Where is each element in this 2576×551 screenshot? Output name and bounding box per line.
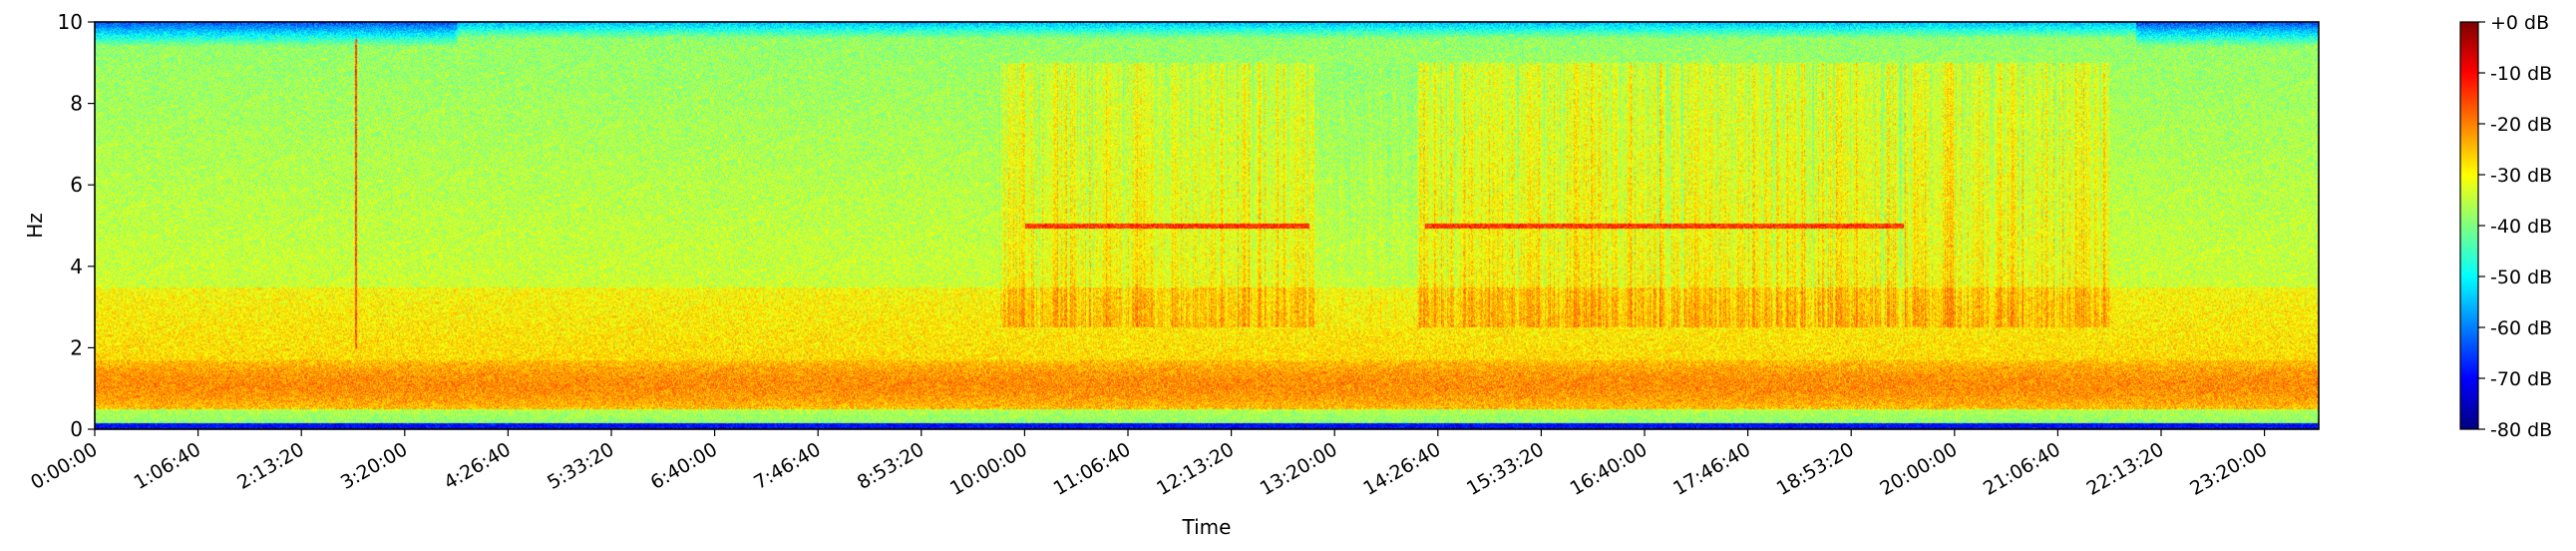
x-tick-label: 5:33:20 [544, 438, 617, 494]
colorbar-ticks: +0 dB -10 dB -20 dB -30 dB -40 dB -50 dB -60 d… [2478, 12, 2552, 441]
x-tick-label: 15:33:20 [1463, 438, 1548, 500]
y-tick-label: 10 [58, 10, 83, 34]
colorbar-tick-label: -60 dB [2490, 317, 2552, 339]
x-axis-label: Time [1182, 515, 1232, 539]
x-tick-label: 23:20:00 [2186, 438, 2271, 500]
colorbar-tick-label: -20 dB [2490, 114, 2552, 136]
x-tick-label: 11:06:40 [1050, 438, 1135, 500]
x-tick-label: 17:46:40 [1669, 438, 1754, 500]
y-tick-label: 6 [70, 173, 83, 197]
x-tick-label: 1:06:40 [131, 438, 204, 494]
colorbar-tick-label: -80 dB [2490, 419, 2552, 441]
y-tick-label: 0 [70, 417, 83, 441]
y-tick-label: 8 [70, 92, 83, 116]
x-tick-label: 6:40:00 [647, 438, 721, 494]
x-tick-label: 2:13:20 [233, 438, 307, 494]
x-tick-label: 22:13:20 [2083, 438, 2168, 500]
x-tick-label: 18:53:20 [1773, 438, 1858, 500]
y-axis-label: Hz [23, 213, 47, 239]
colorbar-gradient [2460, 22, 2478, 429]
plot-area [94, 21, 2320, 430]
colorbar-tick-label: -30 dB [2490, 165, 2552, 187]
y-tick-label: 2 [70, 335, 83, 359]
colorbar-tick-label: +0 dB [2490, 12, 2549, 34]
x-tick-label: 8:53:20 [854, 438, 927, 494]
x-tick-label: 13:20:00 [1257, 438, 1341, 500]
x-tick-label: 16:40:00 [1567, 438, 1652, 500]
y-axis: 0 2 4 6 8 10 [58, 10, 95, 441]
x-tick-label: 7:46:40 [750, 438, 824, 494]
y-tick-label: 4 [70, 255, 83, 278]
x-axis: 0:00:00 1:06:40 2:13:20 3:20:00 4:26:40 5:33:… [27, 429, 2271, 500]
colorbar-tick-label: -10 dB [2490, 63, 2552, 85]
x-tick-label: 20:00:00 [1876, 438, 1961, 500]
x-tick-label: 21:06:40 [1980, 438, 2064, 500]
plot-frame [94, 21, 2320, 430]
spectrogram-image [95, 22, 2319, 429]
colorbar-tick-label: -70 dB [2490, 368, 2552, 390]
x-tick-label: 3:20:00 [337, 438, 411, 494]
x-tick-label: 12:13:20 [1153, 438, 1238, 500]
x-tick-label: 4:26:40 [440, 438, 514, 494]
colorbar-tick-label: -40 dB [2490, 216, 2552, 238]
x-tick-label: 14:26:40 [1359, 438, 1444, 500]
x-tick-label: 10:00:00 [946, 438, 1031, 500]
x-tick-label: 0:00:00 [27, 438, 101, 494]
colorbar: +0 dB -10 dB -20 dB -30 dB -40 dB -50 dB -60 d… [2459, 12, 2552, 441]
colorbar-tick-label: -50 dB [2490, 267, 2552, 288]
